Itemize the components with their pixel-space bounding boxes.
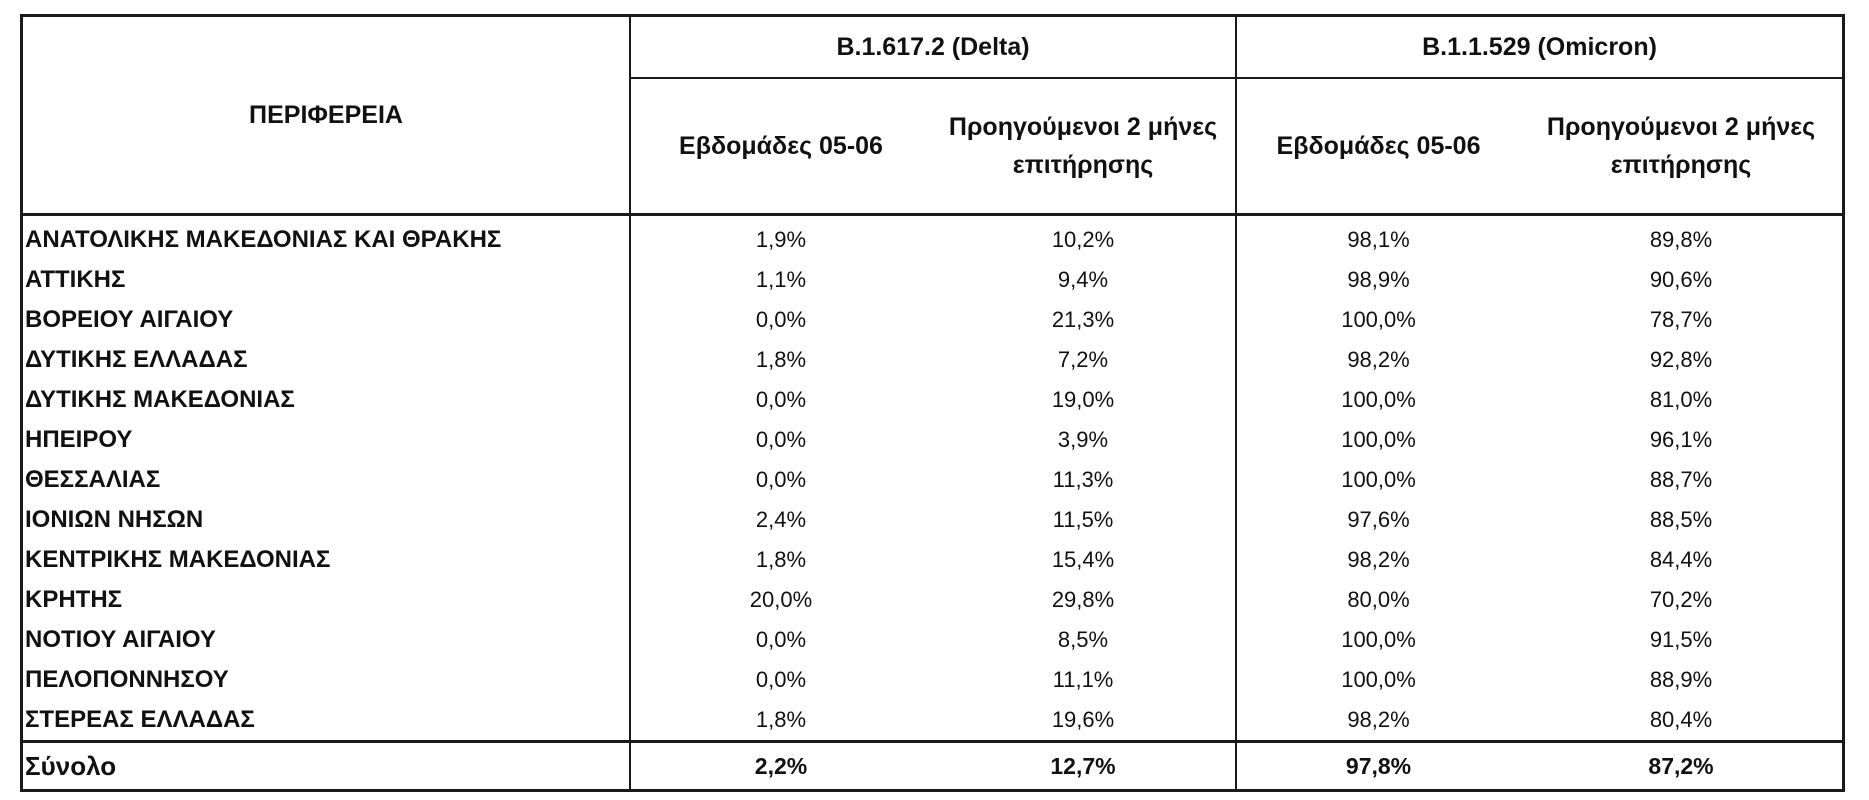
omicron-weeks-cell: 98,2% bbox=[1347, 707, 1410, 732]
omicron-previous-cell: 70,2% bbox=[1649, 587, 1713, 612]
table-row: ΑΝΑΤΟΛΙΚΗΣ ΜΑΚΕΔΟΝΙΑΣ ΚΑΙ ΘΡΑΚΗΣ 1,9% 10,2… bbox=[23, 214, 1842, 260]
omicron-weeks-cell: 100,0% bbox=[1341, 467, 1416, 492]
omicron-weeks-cell: 100,0% bbox=[1341, 667, 1416, 692]
omicron-weeks-cell: 100,0% bbox=[1341, 427, 1416, 452]
table-row: ΣΤΕΡΕΑΣ ΕΛΛΑΔΑΣ 1,8% 19,6% 98,2% 80,4% bbox=[23, 700, 1842, 742]
delta-previous-cell: 29,8% bbox=[931, 580, 1238, 620]
omicron-previous-cell: 88,5% bbox=[1649, 507, 1713, 532]
table-row: ΠΕΛΟΠΟΝΝΗΣΟΥ 0,0% 11,1% 100,0% 88,9% bbox=[23, 660, 1842, 700]
delta-weeks-cell: 0,0% bbox=[755, 427, 807, 452]
delta-previous-cell: 8,5% bbox=[931, 620, 1238, 660]
region-name-cell: ΚΕΝΤΡΙΚΗΣ ΜΑΚΕΔΟΝΙΑΣ bbox=[23, 540, 631, 580]
region-name-cell: ΗΠΕΙΡΟΥ bbox=[23, 420, 631, 460]
delta-weeks-cell: 2,4% bbox=[755, 507, 807, 532]
region-name-cell: ΠΕΛΟΠΟΝΝΗΣΟΥ bbox=[23, 660, 631, 700]
delta-previous-cell: 21,3% bbox=[931, 300, 1238, 340]
omicron-previous-cell: 91,5% bbox=[1649, 627, 1713, 652]
omicron-previous-cell: 89,8% bbox=[1649, 227, 1713, 252]
delta-weeks-cell: 1,8% bbox=[755, 707, 807, 732]
delta-previous-cell: 9,4% bbox=[931, 260, 1238, 300]
delta-weeks-cell: 1,9% bbox=[755, 227, 807, 252]
delta-weeks-cell: 0,0% bbox=[755, 387, 807, 412]
delta-weeks-header: Εβδομάδες 05-06 bbox=[630, 78, 931, 216]
total-delta-previous: 12,7% bbox=[931, 740, 1238, 789]
delta-weeks-cell: 0,0% bbox=[755, 627, 807, 652]
table-footer: Σύνολο 2,2% 12,7% 97,8% 87,2% bbox=[23, 740, 1843, 789]
omicron-weeks-cell: 98,1% bbox=[1347, 227, 1410, 252]
omicron-weeks-cell: 98,9% bbox=[1347, 267, 1410, 292]
delta-weeks-cell: 0,0% bbox=[755, 467, 807, 492]
delta-weeks-cell: 1,8% bbox=[755, 347, 807, 372]
delta-weeks-cell: 20,0% bbox=[749, 587, 813, 612]
variant-table: ΠΕΡΙΦΕΡΕΙΑ B.1.617.2 (Delta) B.1.1.529 (… bbox=[20, 14, 1845, 792]
region-name-cell: ΙΟΝΙΩΝ ΝΗΣΩΝ bbox=[23, 500, 631, 540]
delta-previous-months-header: Προηγούμενοι 2 μήνες επιτήρησης bbox=[931, 78, 1238, 216]
omicron-previous-cell: 90,6% bbox=[1649, 267, 1713, 292]
region-name-cell: ΒΟΡΕΙΟΥ ΑΙΓΑΙΟΥ bbox=[23, 300, 631, 340]
table-row: ΗΠΕΙΡΟΥ 0,0% 3,9% 100,0% 96,1% bbox=[23, 420, 1842, 460]
omicron-previous-cell: 81,0% bbox=[1649, 387, 1713, 412]
omicron-weeks-cell: 80,0% bbox=[1347, 587, 1410, 612]
omicron-weeks-cell: 98,2% bbox=[1347, 347, 1410, 372]
region-column-header: ΠΕΡΙΦΕΡΕΙΑ bbox=[23, 17, 631, 216]
region-name-cell: ΔΥΤΙΚΗΣ ΕΛΛΑΔΑΣ bbox=[23, 340, 631, 380]
table-header: ΠΕΡΙΦΕΡΕΙΑ B.1.617.2 (Delta) B.1.1.529 (… bbox=[23, 17, 1843, 216]
table-row: ΝΟΤΙΟΥ ΑΙΓΑΙΟΥ 0,0% 8,5% 100,0% 91,5% bbox=[23, 620, 1842, 660]
omicron-previous-cell: 92,8% bbox=[1649, 347, 1713, 372]
omicron-group-header: B.1.1.529 (Omicron) bbox=[1236, 17, 1843, 79]
omicron-weeks-cell: 98,2% bbox=[1347, 547, 1410, 572]
omicron-previous-cell: 88,7% bbox=[1649, 467, 1713, 492]
delta-previous-cell: 7,2% bbox=[931, 340, 1238, 380]
omicron-weeks-header: Εβδομάδες 05-06 bbox=[1236, 78, 1521, 216]
delta-weeks-cell: 0,0% bbox=[755, 307, 807, 332]
delta-previous-cell: 3,9% bbox=[931, 420, 1238, 460]
region-name-cell: ΣΤΕΡΕΑΣ ΕΛΛΑΔΑΣ bbox=[23, 700, 631, 742]
table-row: ΚΕΝΤΡΙΚΗΣ ΜΑΚΕΔΟΝΙΑΣ 1,8% 15,4% 98,2% 84,4% bbox=[23, 540, 1842, 580]
omicron-weeks-cell: 100,0% bbox=[1341, 627, 1416, 652]
delta-previous-cell: 19,0% bbox=[931, 380, 1238, 420]
delta-previous-cell: 11,5% bbox=[931, 500, 1238, 540]
table-row: ΔΥΤΙΚΗΣ ΜΑΚΕΔΟΝΙΑΣ 0,0% 19,0% 100,0% 81,0% bbox=[23, 380, 1842, 420]
region-name-cell: ΘΕΣΣΑΛΙΑΣ bbox=[23, 460, 631, 500]
delta-weeks-cell: 0,0% bbox=[755, 667, 807, 692]
table-row: ΚΡΗΤΗΣ 20,0% 29,8% 80,0% 70,2% bbox=[23, 580, 1842, 620]
delta-previous-cell: 15,4% bbox=[931, 540, 1238, 580]
region-name-cell: ΑΝΑΤΟΛΙΚΗΣ ΜΑΚΕΔΟΝΙΑΣ ΚΑΙ ΘΡΑΚΗΣ bbox=[23, 214, 631, 260]
table-row: ΙΟΝΙΩΝ ΝΗΣΩΝ 2,4% 11,5% 97,6% 88,5% bbox=[23, 500, 1842, 540]
omicron-weeks-cell: 100,0% bbox=[1341, 307, 1416, 332]
table-row: ΔΥΤΙΚΗΣ ΕΛΛΑΔΑΣ 1,8% 7,2% 98,2% 92,8% bbox=[23, 340, 1842, 380]
total-label: Σύνολο bbox=[23, 740, 631, 789]
total-row: Σύνολο 2,2% 12,7% 97,8% 87,2% bbox=[23, 740, 1843, 789]
omicron-weeks-cell: 97,6% bbox=[1347, 507, 1410, 532]
region-name-cell: ΝΟΤΙΟΥ ΑΙΓΑΙΟΥ bbox=[23, 620, 631, 660]
total-omicron-weeks: 97,8% bbox=[1236, 740, 1521, 789]
region-name-cell: ΚΡΗΤΗΣ bbox=[23, 580, 631, 620]
table-row: ΑΤΤΙΚΗΣ 1,1% 9,4% 98,9% 90,6% bbox=[23, 260, 1842, 300]
table-row: ΘΕΣΣΑΛΙΑΣ 0,0% 11,3% 100,0% 88,7% bbox=[23, 460, 1842, 500]
region-name-cell: ΔΥΤΙΚΗΣ ΜΑΚΕΔΟΝΙΑΣ bbox=[23, 380, 631, 420]
delta-previous-cell: 10,2% bbox=[931, 214, 1238, 260]
table-row: ΒΟΡΕΙΟΥ ΑΙΓΑΙΟΥ 0,0% 21,3% 100,0% 78,7% bbox=[23, 300, 1842, 340]
omicron-previous-cell: 96,1% bbox=[1649, 427, 1713, 452]
variant-distribution-table: ΠΕΡΙΦΕΡΕΙΑ B.1.617.2 (Delta) B.1.1.529 (… bbox=[23, 17, 1843, 789]
total-delta-weeks: 2,2% bbox=[630, 740, 931, 789]
delta-previous-cell: 19,6% bbox=[931, 700, 1238, 742]
omicron-weeks-cell: 100,0% bbox=[1341, 387, 1416, 412]
omicron-previous-cell: 84,4% bbox=[1649, 547, 1713, 572]
omicron-previous-cell: 80,4% bbox=[1649, 707, 1713, 732]
omicron-previous-cell: 78,7% bbox=[1649, 307, 1713, 332]
delta-previous-cell: 11,3% bbox=[931, 460, 1238, 500]
delta-group-header: B.1.617.2 (Delta) bbox=[630, 17, 1238, 79]
delta-weeks-cell: 1,1% bbox=[755, 267, 807, 292]
delta-weeks-cell: 1,8% bbox=[755, 547, 807, 572]
table-body: ΑΝΑΤΟΛΙΚΗΣ ΜΑΚΕΔΟΝΙΑΣ ΚΑΙ ΘΡΑΚΗΣ 1,9% 10,2… bbox=[23, 214, 1842, 742]
omicron-previous-months-header: Προηγούμενοι 2 μήνες επιτήρησης bbox=[1520, 78, 1843, 216]
total-omicron-previous: 87,2% bbox=[1520, 740, 1843, 789]
delta-previous-cell: 11,1% bbox=[931, 660, 1238, 700]
region-name-cell: ΑΤΤΙΚΗΣ bbox=[23, 260, 631, 300]
omicron-previous-cell: 88,9% bbox=[1649, 667, 1713, 692]
